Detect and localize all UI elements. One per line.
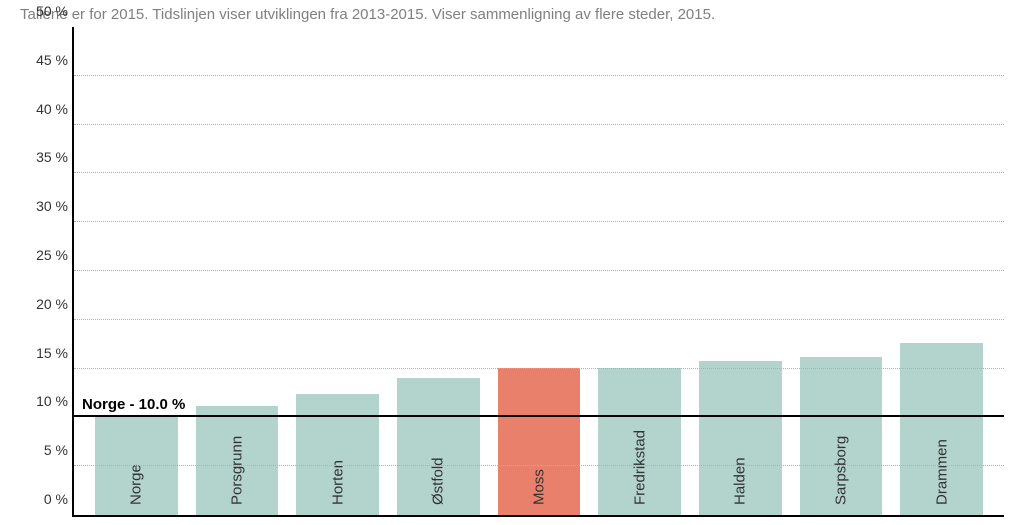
y-tick-label: 15 % [18,345,68,361]
grid-line [74,465,1004,466]
grid-line [74,270,1004,271]
y-tick-label: 25 % [18,247,68,263]
y-tick-label: 30 % [18,198,68,214]
bar-group: Norge Porsgrunn Horten Østfold Moss Fredrikst… [74,27,1004,515]
bar: Norge [95,417,178,515]
y-tick-label: 5 % [18,442,68,458]
bar-slot: Porsgrunn [187,27,288,515]
grid-line [74,172,1004,173]
grid-line [74,221,1004,222]
y-tick-label: 40 % [18,101,68,117]
grid-line [74,368,1004,369]
bar: Østfold [397,378,480,515]
bar-category-label: Norge [128,464,145,505]
y-tick-label: 35 % [18,149,68,165]
bar: Halden [699,361,782,515]
y-tick-label: 10 % [18,393,68,409]
bar: Sarpsborg [800,357,883,515]
y-tick-label: 50 % [18,3,68,19]
bar-slot: Fredrikstad [589,27,690,515]
bar-slot: Norge [86,27,187,515]
bar-category-label: Fredrikstad [631,430,648,505]
bar-slot: Drammen [891,27,992,515]
bar: Fredrikstad [598,368,681,515]
bar-category-label: Moss [531,469,548,505]
bar-slot: Moss [489,27,590,515]
bar-slot: Horten [287,27,388,515]
bar: Horten [296,394,379,515]
y-tick-label: 20 % [18,296,68,312]
bar-slot: Halden [690,27,791,515]
bar-category-label: Porsgrunn [229,436,246,505]
grid-line [74,124,1004,125]
grid-line [74,319,1004,320]
chart-container: Tallene er for 2015. Tidslinjen viser ut… [0,0,1024,525]
y-tick-label: 0 % [18,491,68,507]
chart-subtitle: Tallene er for 2015. Tidslinjen viser ut… [20,6,1012,23]
y-tick-label: 45 % [18,52,68,68]
bar: Porsgrunn [196,406,279,515]
bar-category-label: Drammen [933,439,950,505]
bar: Moss [498,368,581,515]
plot-area: Norge Porsgrunn Horten Østfold Moss Fredrikst… [72,27,1004,517]
bar-category-label: Sarpsborg [833,436,850,505]
bar: Drammen [900,343,983,515]
reference-label: Norge - 10.0 % [82,396,185,413]
bar-slot: Sarpsborg [791,27,892,515]
bar-category-label: Horten [329,460,346,505]
grid-line [74,75,1004,76]
bar-slot: Østfold [388,27,489,515]
reference-line: Norge - 10.0 % [74,415,1004,417]
